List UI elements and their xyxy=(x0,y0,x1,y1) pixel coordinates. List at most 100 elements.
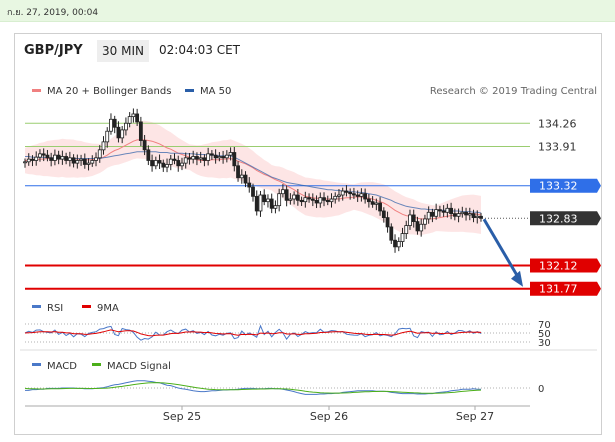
candle xyxy=(150,154,154,172)
candle xyxy=(254,190,259,216)
candle xyxy=(172,153,177,165)
candle-body xyxy=(288,198,293,201)
candle-body xyxy=(112,118,117,128)
candle xyxy=(299,196,304,206)
candle-body xyxy=(224,154,229,159)
candle xyxy=(180,157,184,171)
candle-body xyxy=(30,158,35,161)
candle-body xyxy=(109,118,113,132)
timeframe-badge[interactable]: 30 MIN xyxy=(97,40,149,62)
candle-body xyxy=(105,130,110,143)
candle-body xyxy=(303,197,308,203)
candle-body xyxy=(423,218,427,225)
candle xyxy=(277,188,282,212)
macd-zero-label: 0 xyxy=(538,384,544,395)
candle xyxy=(295,189,300,206)
candle xyxy=(109,113,113,135)
candle-body xyxy=(366,198,371,203)
candle-body xyxy=(325,199,330,203)
candle xyxy=(138,116,143,147)
candle-body xyxy=(266,198,270,203)
candle xyxy=(318,192,323,208)
candle-body xyxy=(415,221,420,232)
candle xyxy=(191,150,196,164)
x-tick-label: Sep 26 xyxy=(310,410,348,423)
candle-body xyxy=(180,162,184,167)
candle-body xyxy=(393,239,397,248)
candle xyxy=(82,153,87,169)
candle xyxy=(262,189,267,206)
candle-body xyxy=(45,154,50,159)
candle xyxy=(322,192,326,207)
candle-body xyxy=(337,194,341,197)
candle xyxy=(452,208,457,221)
candle-body xyxy=(228,152,233,156)
candle-body xyxy=(71,157,76,164)
forecast-arrow-head xyxy=(511,270,523,287)
candle-body xyxy=(86,162,91,165)
candle xyxy=(120,126,125,144)
candle xyxy=(161,159,166,172)
candle-body xyxy=(344,190,349,193)
candle xyxy=(71,154,76,168)
macd-signal-legend-swatch xyxy=(92,363,101,366)
candle xyxy=(213,149,218,164)
candle-body xyxy=(239,174,244,179)
candle xyxy=(135,108,140,126)
candle xyxy=(445,203,450,218)
candle-body xyxy=(82,158,87,165)
candle-body xyxy=(449,207,453,215)
last-price-badge xyxy=(530,211,601,226)
rsi-level-label: 30 xyxy=(538,338,551,349)
ma50-legend-swatch xyxy=(185,89,194,92)
resistance-label: 133.91 xyxy=(538,141,577,154)
candle-body xyxy=(209,153,214,156)
candle xyxy=(288,193,293,205)
candle xyxy=(101,136,106,155)
candle xyxy=(131,108,136,123)
candle xyxy=(381,207,386,223)
candle-body xyxy=(374,202,379,205)
candle-body xyxy=(295,194,300,201)
candle-body xyxy=(434,209,439,217)
candle-body xyxy=(314,199,319,204)
candle-body xyxy=(90,160,95,164)
candle-body xyxy=(243,174,248,184)
candle xyxy=(97,145,102,163)
candle xyxy=(183,152,188,169)
candle xyxy=(90,155,95,167)
candle-body xyxy=(426,211,431,220)
candle xyxy=(64,152,69,165)
candle xyxy=(467,207,472,221)
candle-body xyxy=(389,226,394,241)
candle xyxy=(460,206,465,218)
candle xyxy=(45,149,50,162)
candle-body xyxy=(269,198,274,209)
candle-body xyxy=(41,153,46,156)
candle-body xyxy=(452,213,457,217)
candle xyxy=(49,152,54,167)
candle xyxy=(400,227,405,247)
forecast-arrow-line xyxy=(482,218,521,280)
rsi-legend-swatch xyxy=(32,305,41,308)
candle-body xyxy=(467,213,472,216)
rsi-level-label: 70 xyxy=(538,320,551,331)
candle xyxy=(60,150,65,165)
candle xyxy=(333,192,338,204)
candle xyxy=(79,154,83,166)
candle-body xyxy=(206,153,211,161)
candle xyxy=(385,211,390,233)
candle-body xyxy=(479,215,483,219)
candle-body xyxy=(419,223,424,232)
candle xyxy=(366,194,371,208)
candle xyxy=(232,147,237,172)
candle-body xyxy=(97,149,102,159)
candle xyxy=(221,150,225,164)
candle-body xyxy=(355,194,360,197)
candle xyxy=(471,209,476,223)
candle-body xyxy=(131,113,136,118)
ma20-legend-swatch xyxy=(32,89,41,92)
candle-body xyxy=(378,202,382,212)
candle-body xyxy=(404,225,409,234)
candle-body xyxy=(284,189,289,201)
